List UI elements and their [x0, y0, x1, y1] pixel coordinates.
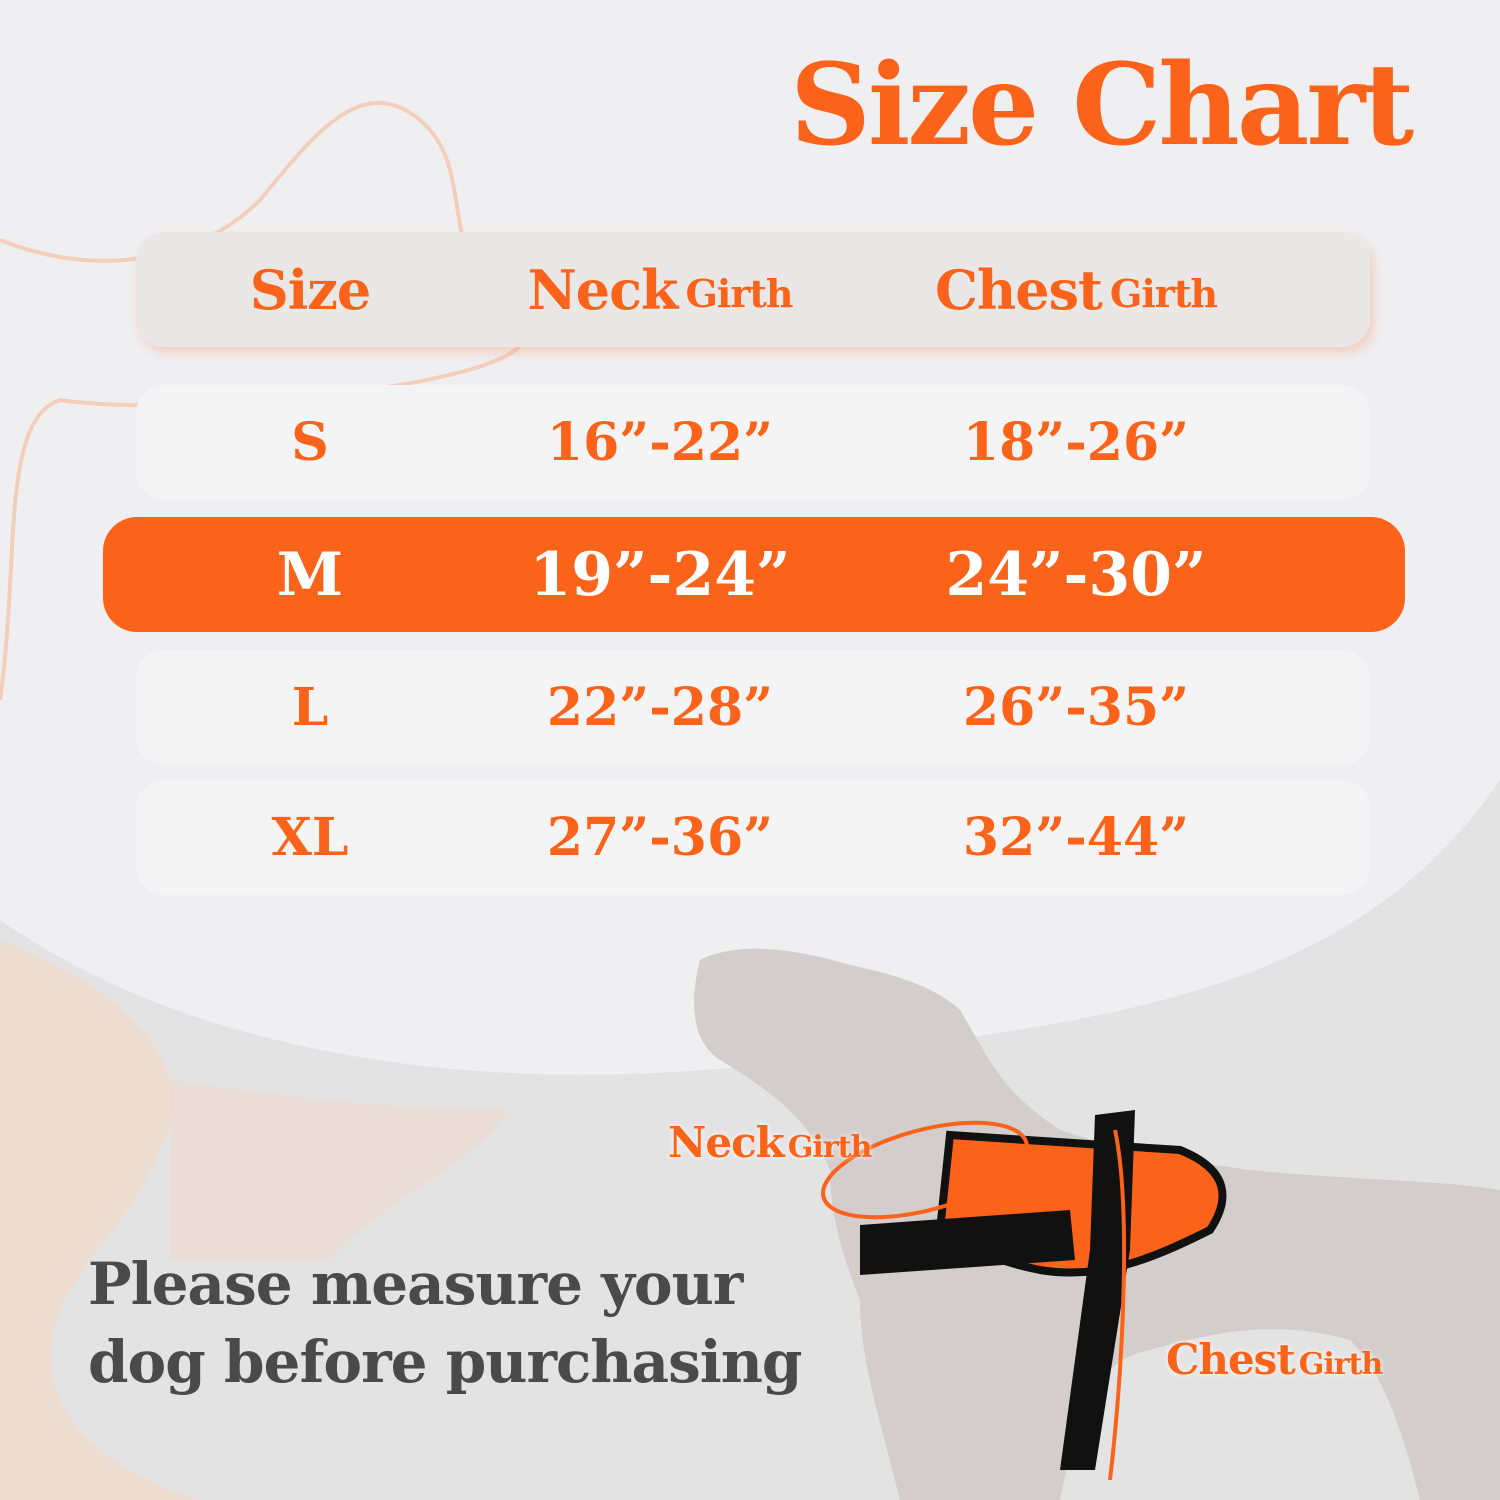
- chest-cell: 18”-26”: [962, 412, 1190, 473]
- peach-blob-2: [170, 1080, 510, 1260]
- neck-cell: 16”-22”: [546, 412, 774, 473]
- header-chest-label: Chest: [934, 257, 1103, 322]
- chest-cell: 24”-30”: [945, 539, 1207, 610]
- header-neck: Neck Girth: [510, 232, 810, 347]
- chest-label: Chest: [1166, 1335, 1296, 1384]
- chest-cell: 32”-44”: [962, 807, 1190, 868]
- header-chest-sub: Girth: [1109, 271, 1218, 316]
- header-chest: Chest Girth: [926, 232, 1226, 347]
- size-cell: M: [276, 539, 344, 610]
- neck-girth-arrow: [821, 1120, 1029, 1220]
- size-cell: XL: [271, 807, 349, 868]
- neck-cell: 19”-24”: [529, 539, 791, 610]
- measure-note-line-1: Please measure your: [88, 1250, 743, 1318]
- chest-sub-label: Girth: [1298, 1347, 1383, 1382]
- neck-sub-label: Girth: [787, 1130, 872, 1165]
- neck-label: Neck: [668, 1118, 785, 1167]
- chest-girth-label: Chest Girth: [1166, 1335, 1383, 1384]
- table-row: S 16”-22” 18”-26”: [136, 385, 1370, 500]
- table-row-highlighted: M 19”-24” 24”-30”: [103, 517, 1405, 632]
- chest-girth-arrow: [1108, 1129, 1127, 1481]
- size-cell: S: [291, 412, 329, 473]
- neck-girth-label: Neck Girth: [668, 1118, 872, 1167]
- header-neck-label: Neck: [527, 257, 678, 322]
- chest-cell: 26”-35”: [962, 677, 1190, 738]
- page-title: Size Chart: [790, 40, 1414, 171]
- neck-cell: 27”-36”: [546, 807, 774, 868]
- peach-blob: [0, 940, 200, 1500]
- table-header: Size Neck Girth Chest Girth: [136, 232, 1370, 347]
- header-size-label: Size: [249, 257, 372, 322]
- header-size: Size: [210, 232, 410, 347]
- neck-cell: 22”-28”: [546, 677, 774, 738]
- header-neck-sub: Girth: [685, 271, 793, 316]
- table-row: XL 27”-36” 32”-44”: [136, 780, 1370, 895]
- measure-note: Please measure your dog before purchasin…: [88, 1245, 802, 1401]
- size-cell: L: [291, 677, 329, 738]
- harness-strap-vertical: [1060, 1110, 1135, 1470]
- measure-note-line-2: dog before purchasing: [88, 1328, 802, 1396]
- harness-strap: [860, 1210, 1075, 1275]
- table-row: L 22”-28” 26”-35”: [136, 650, 1370, 765]
